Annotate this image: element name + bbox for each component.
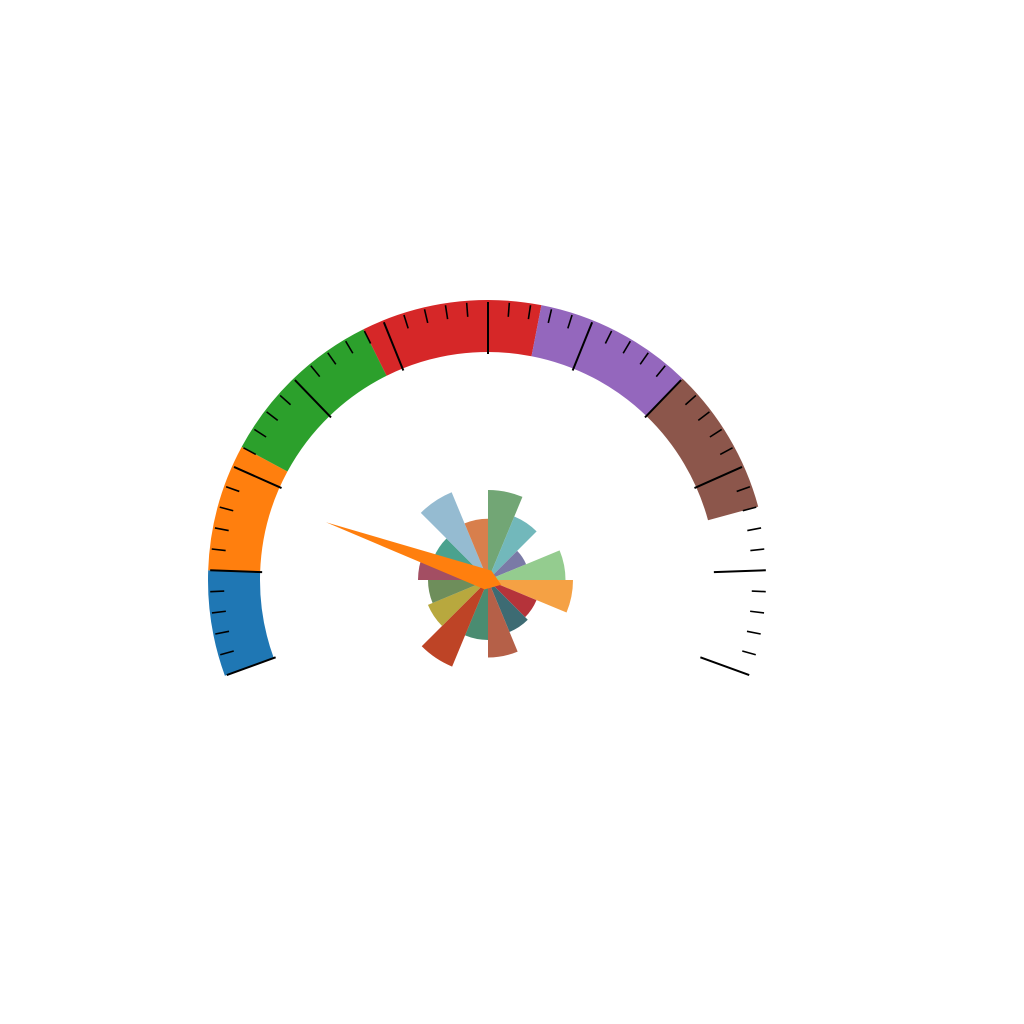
polar-bar-15 (420, 492, 488, 580)
gauge-band-1 (207, 570, 274, 676)
gauge-minor-tick (279, 394, 292, 406)
gauge-band-5 (531, 305, 683, 416)
gauge-minor-tick (709, 428, 723, 438)
gauge-minor-tick (215, 630, 230, 635)
gauge-minor-tick (214, 527, 229, 532)
gauge-minor-tick (747, 527, 762, 532)
gauge-minor-tick (746, 630, 761, 635)
gauge-minor-tick (751, 590, 766, 593)
gauge-minor-tick (243, 447, 257, 456)
gauge-minor-tick (684, 394, 697, 406)
gauge-minor-tick (655, 365, 666, 378)
gauge-minor-tick (604, 330, 613, 344)
gauge-minor-tick (719, 447, 733, 456)
gauge-minor-tick (344, 340, 354, 354)
gauge-minor-tick (220, 650, 234, 656)
gauge-band-4 (363, 300, 542, 376)
gauge-minor-tick (211, 548, 226, 552)
polar-bar-5 (488, 580, 573, 613)
gauge-minor-tick (444, 305, 449, 320)
gauge-major-tick (694, 466, 743, 489)
gauge-major-tick (382, 321, 405, 371)
polar-bar-11 (427, 580, 488, 626)
gauge-minor-tick (507, 302, 511, 317)
gauge-major-tick (294, 379, 332, 419)
gauge-minor-tick (219, 506, 234, 512)
gauge-minor-tick (211, 610, 226, 614)
gauge-ticks (210, 302, 766, 677)
gauge-minor-tick (742, 506, 757, 512)
polar-bar-6 (488, 580, 537, 618)
gauge-minor-tick (465, 302, 469, 317)
gauge-band-2 (208, 446, 288, 573)
gauge-minor-tick (527, 305, 532, 320)
gauge-minor-tick (750, 610, 765, 614)
gauge-minor-tick (403, 314, 409, 329)
needle-layer (325, 522, 502, 590)
gauge-needle (325, 522, 502, 590)
gauge-minor-tick (363, 330, 372, 344)
gauge-minor-tick (225, 485, 240, 493)
gauge-major-tick (571, 321, 594, 371)
gauge-minor-tick (547, 309, 553, 324)
gauge-band-6 (646, 378, 759, 521)
gauge-major-tick (713, 569, 766, 574)
gauge-minor-tick (567, 314, 573, 329)
gauge-minor-tick (736, 485, 751, 493)
polar-bar-12 (428, 580, 488, 603)
gauge-minor-tick (742, 650, 756, 656)
polar-bar-4 (488, 550, 566, 580)
polar-bar-2 (488, 516, 537, 580)
gauge-minor-tick (253, 428, 267, 438)
gauge-minor-tick (210, 590, 225, 593)
gauge-major-tick (700, 656, 750, 677)
gauge-major-tick (210, 569, 263, 574)
polar-bar-8 (488, 580, 518, 658)
polar-bar-3 (488, 550, 527, 580)
gauge-minor-tick (622, 340, 632, 354)
gauge-minor-tick (310, 365, 321, 378)
polar-bar-16 (464, 518, 488, 580)
polar-bar-9 (465, 580, 488, 640)
polar-bar-1 (488, 490, 523, 580)
polar-bar-7 (488, 580, 528, 632)
gauge-minor-tick (697, 411, 710, 422)
gauge-minor-tick (639, 352, 649, 365)
gauge-major-tick (644, 379, 682, 419)
gauge-major-tick (226, 656, 276, 677)
gauge-minor-tick (327, 352, 337, 365)
gauge-minor-tick (266, 411, 279, 422)
gauge-major-tick (233, 466, 282, 489)
polar-bar-10 (421, 580, 488, 667)
gauge-minor-tick (750, 548, 765, 552)
gauge-minor-tick (423, 309, 429, 324)
